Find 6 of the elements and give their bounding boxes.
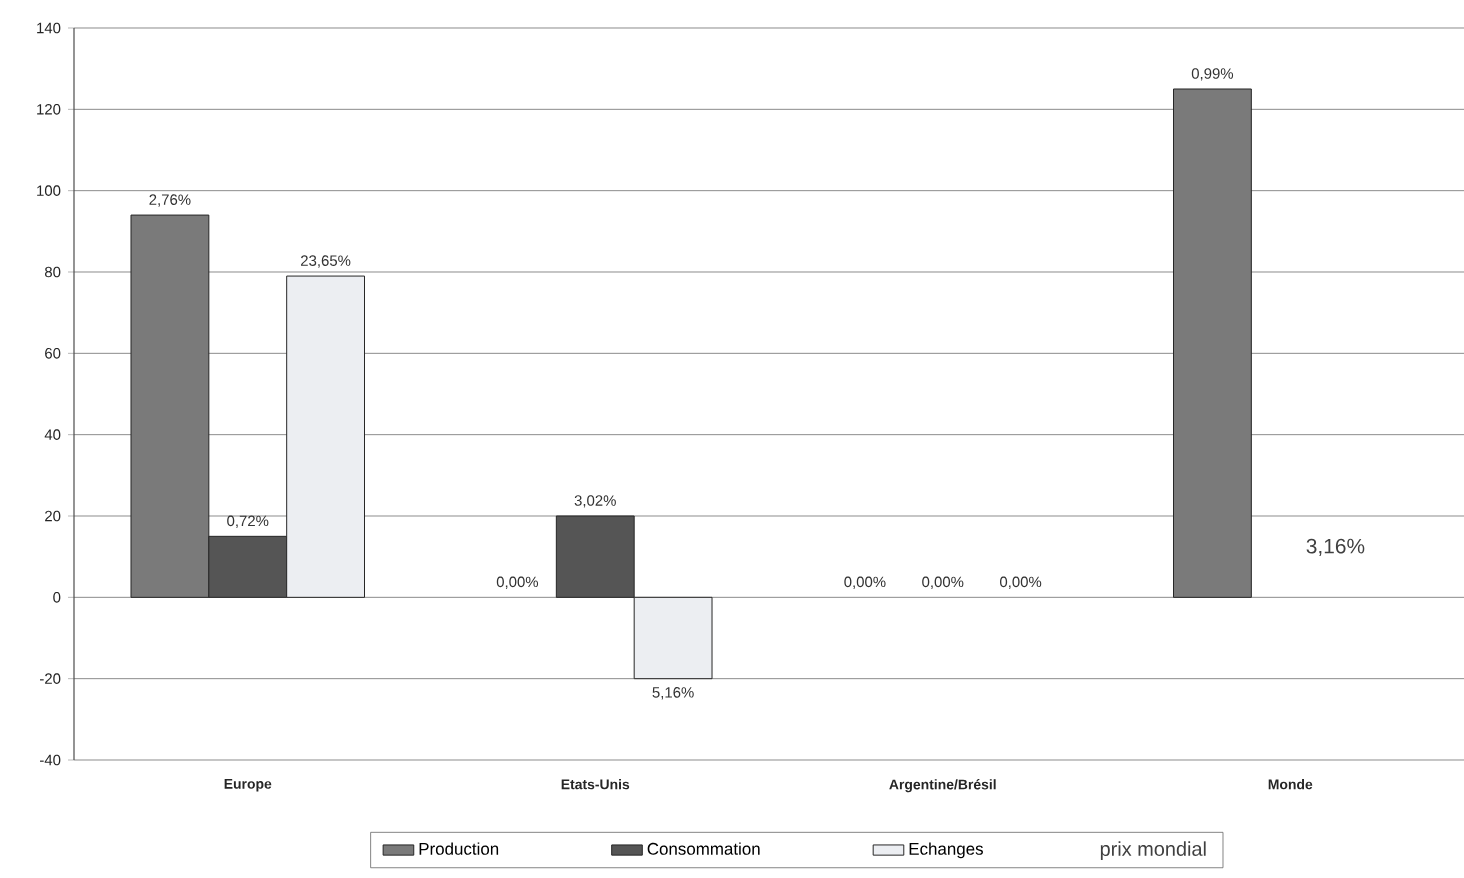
text: prix mondial (1100, 841, 1206, 860)
annotation: 3,16% (1306, 538, 1365, 556)
legend-label: Production (419, 842, 499, 855)
legend-label: Consommation (647, 842, 760, 855)
bar (1173, 88, 1252, 598)
legend-label: Echanges (909, 842, 983, 859)
